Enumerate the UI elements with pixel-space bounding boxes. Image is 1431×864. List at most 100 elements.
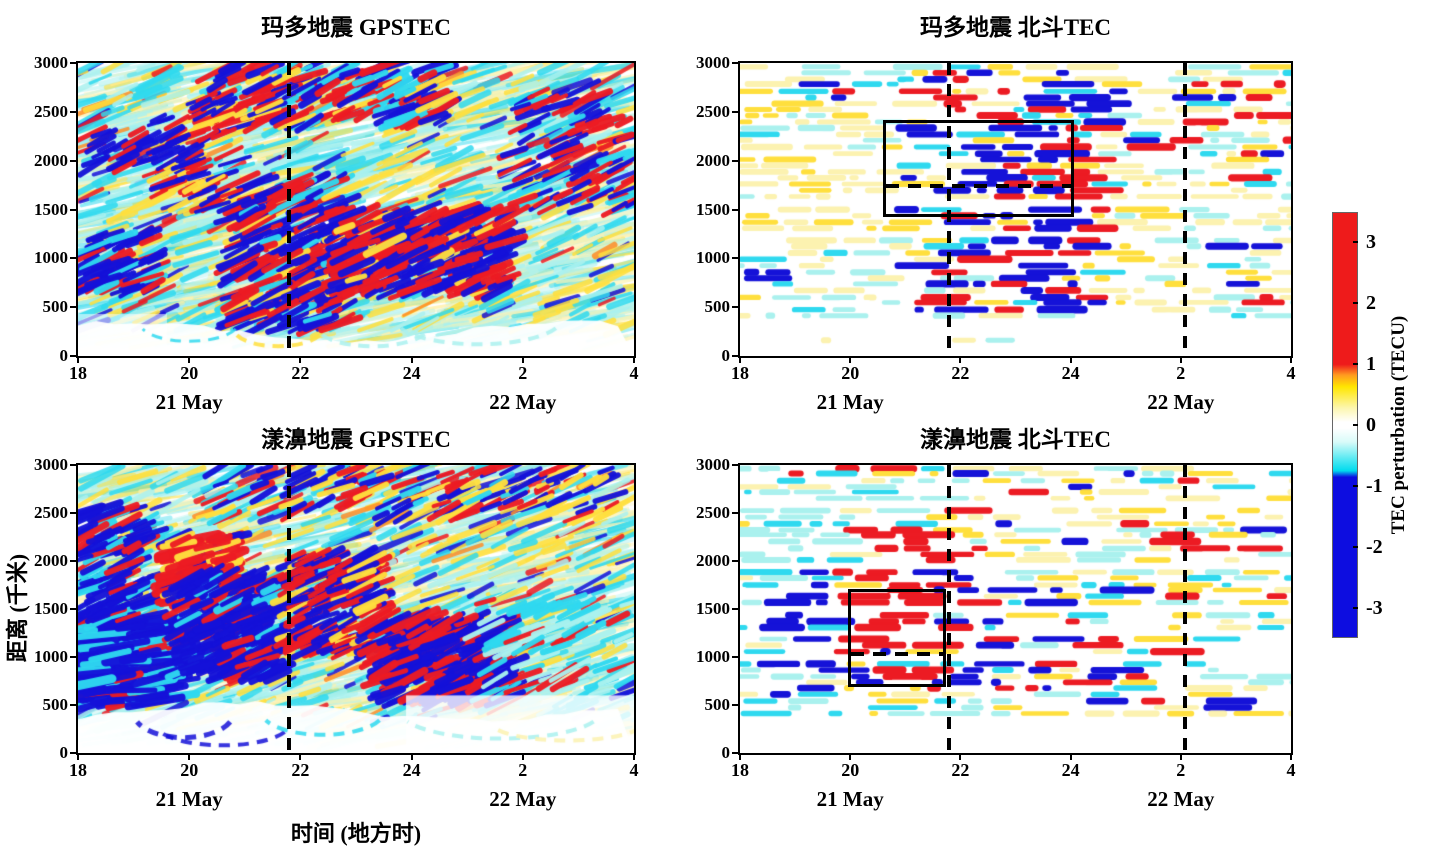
y-tick-mark xyxy=(70,62,77,64)
y-tick-mark xyxy=(732,159,739,162)
y-tick-label: 500 xyxy=(42,695,69,714)
colorbar-tick-label: -1 xyxy=(1366,474,1383,497)
x-tick-mark xyxy=(739,753,741,760)
y-tick-label: 1500 xyxy=(696,199,730,219)
y-tick-mark xyxy=(70,306,77,309)
date-label-22may: 22 May xyxy=(489,787,557,811)
y-tick-label: 3000 xyxy=(696,53,730,72)
x-tick-mark xyxy=(188,356,191,363)
date-label-22may: 22 May xyxy=(1147,787,1215,811)
colorbar-tick-mark xyxy=(1353,424,1358,426)
y-tick-label: 500 xyxy=(704,695,731,714)
heatmap-panel-yangbi-beidou xyxy=(738,463,1293,755)
y-tick-label: 1500 xyxy=(34,199,68,219)
colorbar-tick-label: 2 xyxy=(1366,292,1376,315)
y-tick-label: 1000 xyxy=(34,248,68,268)
x-tick-label: 22 xyxy=(291,363,310,383)
event-time-dashed-line xyxy=(1182,63,1187,356)
y-tick-mark xyxy=(732,704,739,706)
x-tick-mark xyxy=(77,753,79,760)
panel-title-maduo-beidou: 玛多地震 北斗TEC xyxy=(919,15,1112,40)
x-tick-mark xyxy=(410,356,413,363)
heatmap-canvas-yangbi-beidou xyxy=(740,465,1291,753)
y-tick-mark xyxy=(732,257,739,260)
y-tick-mark xyxy=(732,464,739,466)
y-tick-label: 2500 xyxy=(34,503,68,522)
y-tick-mark xyxy=(732,306,739,309)
y-tick-mark xyxy=(732,752,739,754)
y-tick-mark xyxy=(732,656,739,658)
x-tick-label: 18 xyxy=(69,760,87,780)
y-tick-label: 2500 xyxy=(34,101,68,121)
x-tick-label: 24 xyxy=(402,760,421,780)
y-tick-label: 1000 xyxy=(696,647,730,666)
x-tick-mark xyxy=(849,356,852,363)
x-tick-mark xyxy=(959,753,962,760)
y-tick-label: 0 xyxy=(59,743,69,762)
colorbar-tick-mark xyxy=(1353,606,1358,609)
y-tick-label: 3000 xyxy=(696,455,730,474)
x-tick-mark xyxy=(299,356,302,363)
y-tick-mark xyxy=(732,560,739,562)
y-tick-label: 1500 xyxy=(696,599,730,618)
date-label-21may: 21 May xyxy=(155,787,223,811)
y-tick-label: 500 xyxy=(704,297,731,317)
heatmap-canvas-maduo-beidou xyxy=(740,63,1291,356)
x-tick-mark xyxy=(410,753,413,760)
y-tick-mark xyxy=(70,512,77,514)
highlight-rect xyxy=(848,588,946,687)
x-tick-mark xyxy=(1179,753,1182,760)
x-tick-mark xyxy=(188,753,191,760)
x-tick-label: 20 xyxy=(180,760,199,780)
x-tick-label: 22 xyxy=(951,363,970,383)
colorbar-tick-mark xyxy=(1353,241,1358,244)
x-tick-label: 20 xyxy=(841,760,860,780)
date-label-21may: 21 May xyxy=(155,390,223,414)
y-tick-label: 0 xyxy=(721,346,731,365)
x-tick-label: 2 xyxy=(518,363,528,383)
x-tick-label: 22 xyxy=(291,760,310,780)
y-tick-mark xyxy=(70,464,77,466)
x-tick-mark xyxy=(959,356,962,363)
x-tick-label: 2 xyxy=(1176,760,1186,780)
y-tick-mark xyxy=(732,62,739,64)
y-tick-mark xyxy=(732,355,739,357)
x-tick-label: 20 xyxy=(841,363,860,383)
event-time-dashed-line xyxy=(1182,465,1187,753)
y-tick-label: 2000 xyxy=(696,551,730,570)
date-label-21may: 21 May xyxy=(816,787,884,811)
x-tick-mark xyxy=(1290,753,1292,760)
colorbar-tick-mark xyxy=(1353,484,1358,487)
highlight-rect xyxy=(883,119,1075,218)
y-tick-mark xyxy=(70,257,77,260)
y-tick-label: 1000 xyxy=(696,248,730,268)
x-tick-label: 24 xyxy=(1061,363,1080,383)
y-tick-label: 0 xyxy=(59,346,69,365)
x-axis-label: 时间 (地方时) xyxy=(290,821,422,846)
y-tick-label: 500 xyxy=(42,297,69,317)
x-tick-label: 22 xyxy=(951,760,970,780)
colorbar-tick-mark xyxy=(1353,545,1358,548)
heatmap-canvas-maduo-gps xyxy=(78,63,634,356)
y-tick-mark xyxy=(732,208,739,211)
y-tick-mark xyxy=(732,512,739,514)
y-tick-label: 2500 xyxy=(696,503,730,522)
date-label-21may: 21 May xyxy=(816,390,884,414)
event-time-dashed-line xyxy=(287,465,292,753)
x-tick-label: 2 xyxy=(518,760,528,780)
y-tick-mark xyxy=(70,208,77,211)
x-tick-label: 18 xyxy=(731,760,749,780)
x-tick-label: 4 xyxy=(629,760,639,780)
event-time-dashed-line xyxy=(287,63,292,356)
x-tick-label: 24 xyxy=(402,363,421,383)
y-tick-mark xyxy=(70,159,77,162)
event-time-dashed-line xyxy=(947,63,952,356)
heatmap-panel-yangbi-gps xyxy=(76,463,636,755)
panel-title-yangbi-gps: 漾濞地震 GPSTEC xyxy=(261,427,451,452)
y-tick-label: 2000 xyxy=(34,551,68,570)
y-tick-label: 1000 xyxy=(34,647,68,666)
x-tick-mark xyxy=(1069,753,1072,760)
y-tick-label: 2000 xyxy=(696,150,730,170)
x-tick-label: 2 xyxy=(1176,363,1186,383)
